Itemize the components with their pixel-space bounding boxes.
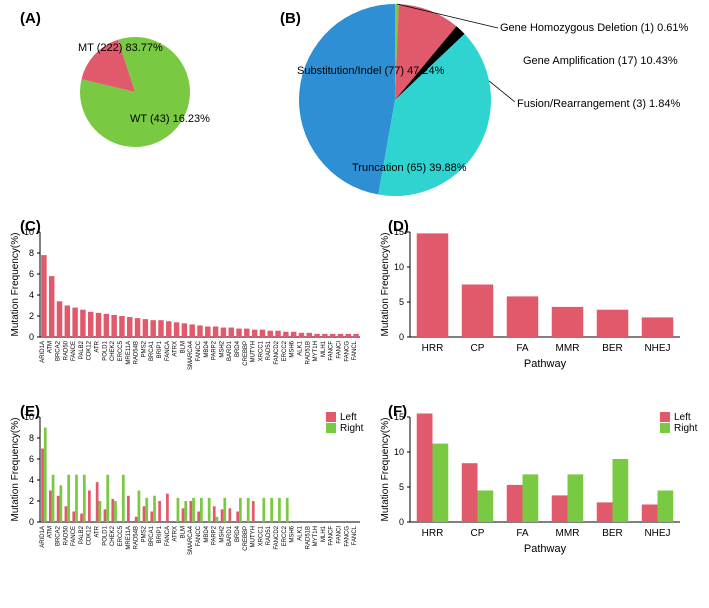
legend-e-left-sq xyxy=(326,412,336,422)
legend-f-left-sq xyxy=(660,412,670,422)
legend-f: Left Right xyxy=(660,412,697,434)
legend-f-right: Right xyxy=(674,423,697,434)
legend-f-right-sq xyxy=(660,423,670,433)
bar-right xyxy=(613,459,629,522)
svg-text:10: 10 xyxy=(394,447,404,457)
svg-text:NHEJ: NHEJ xyxy=(644,528,670,539)
bar-left xyxy=(642,505,658,523)
bar-right xyxy=(658,491,674,523)
bar-left xyxy=(462,463,478,522)
svg-text:FA: FA xyxy=(516,528,529,539)
svg-text:HRR: HRR xyxy=(422,528,444,539)
svg-text:CP: CP xyxy=(471,528,485,539)
svg-text:BER: BER xyxy=(602,528,623,539)
svg-text:0: 0 xyxy=(399,517,404,527)
legend-e-left: Left xyxy=(340,412,357,423)
svg-text:5: 5 xyxy=(399,482,404,492)
bar-right xyxy=(568,474,584,522)
svg-text:Mutation Frequency(%): Mutation Frequency(%) xyxy=(380,418,391,522)
svg-text:Pathway: Pathway xyxy=(524,543,567,555)
bar-left xyxy=(597,502,613,522)
legend-e-right: Right xyxy=(340,423,363,434)
svg-text:MMR: MMR xyxy=(556,528,580,539)
bar-left xyxy=(552,495,568,522)
bar-chart-f: 0 5 10 15Mutation Frequency(%) Pathway HRR CP F… xyxy=(0,0,709,608)
legend-e: Left Right xyxy=(326,412,363,434)
bar-right xyxy=(433,444,449,522)
legend-f-left: Left xyxy=(674,412,691,423)
svg-text:15: 15 xyxy=(394,412,404,422)
bar-left xyxy=(507,485,523,522)
legend-e-right-sq xyxy=(326,423,336,433)
bar-right xyxy=(478,491,494,523)
bar-right xyxy=(523,474,539,522)
bar-left xyxy=(417,414,433,523)
